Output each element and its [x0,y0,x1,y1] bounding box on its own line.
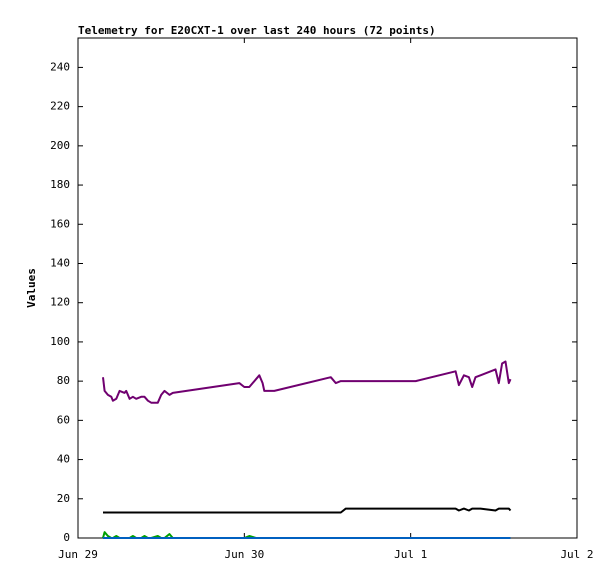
y-tick-label: 160 [50,217,70,230]
chart-title: Telemetry for E20CXT-1 over last 240 hou… [78,24,436,37]
series-line [103,507,512,514]
plot-frame [77,37,578,539]
series-line [102,360,512,404]
y-tick-label: 0 [63,531,70,544]
y-tick-label: 20 [57,492,70,505]
y-tick-label: 60 [57,413,70,426]
y-tick-label: 40 [57,453,70,466]
y-axis-label: Values [25,268,38,308]
y-tick-label: 240 [50,60,70,73]
x-tick-label: Jul 1 [394,548,427,561]
x-tick-label: Jun 29 [58,548,98,561]
y-tick-label: 220 [50,100,70,113]
x-tick-label: Jul 2 [560,548,593,561]
y-tick-label: 180 [50,178,70,191]
y-tick-label: 200 [50,139,70,152]
x-tick-label: Jun 30 [224,548,264,561]
y-tick-label: 80 [57,374,70,387]
y-tick-label: 100 [50,335,70,348]
y-tick-label: 120 [50,296,70,309]
y-tick-label: 140 [50,256,70,269]
